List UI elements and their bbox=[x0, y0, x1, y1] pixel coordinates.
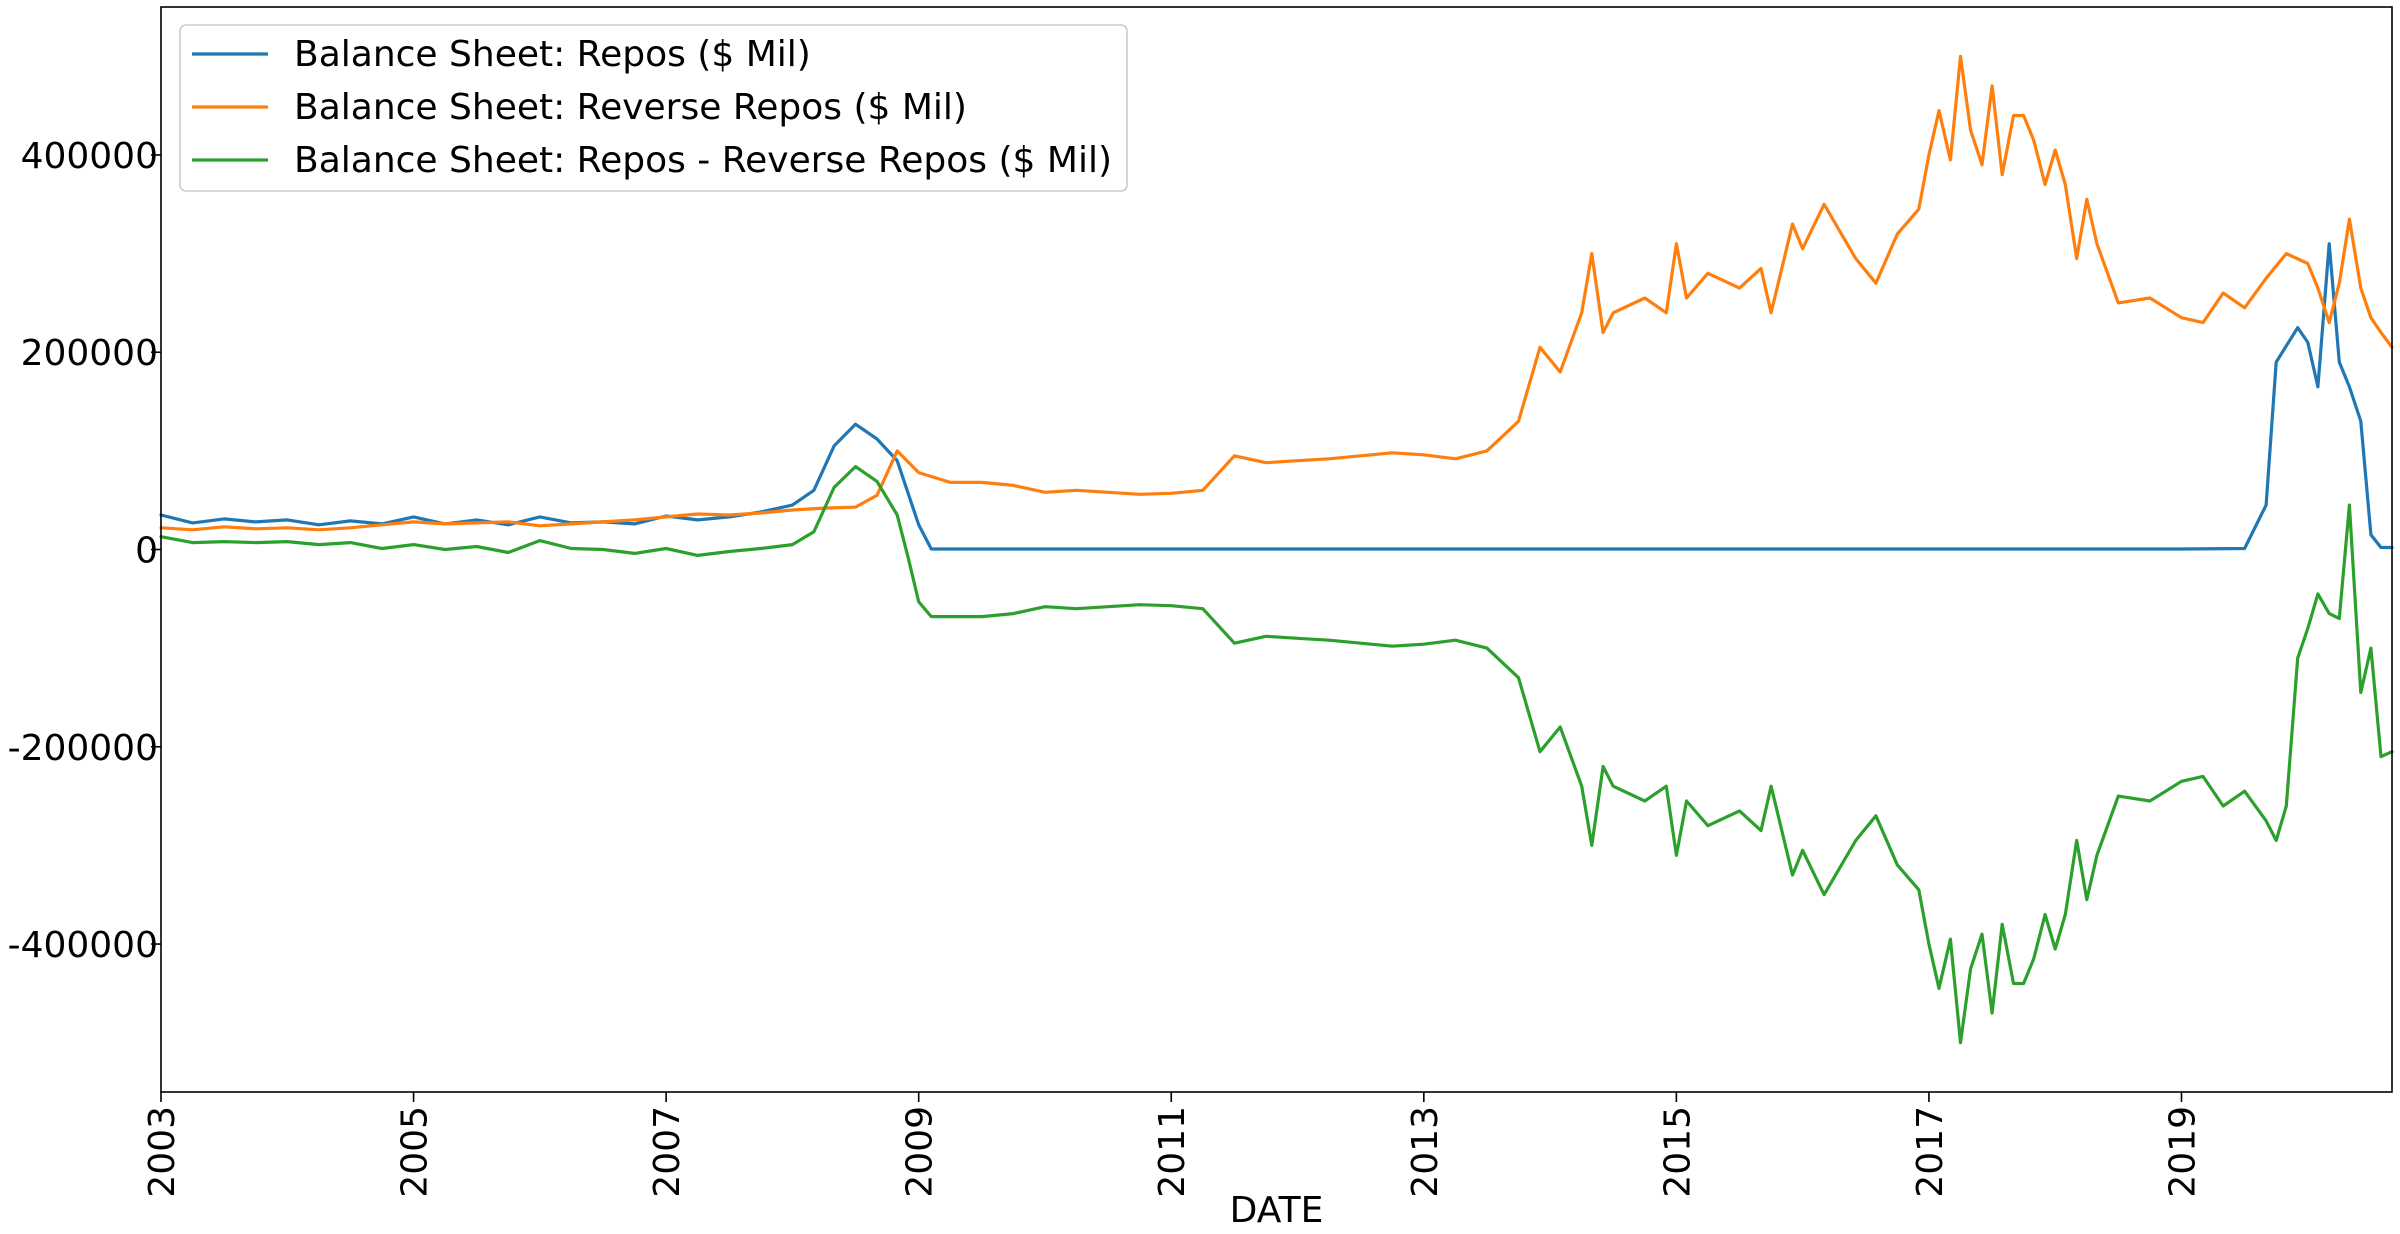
series-line-2 bbox=[159, 54, 2394, 532]
y-tick-label: 0 bbox=[135, 531, 158, 572]
x-axis-title: DATE bbox=[1230, 1190, 1324, 1231]
x-tick-label: 2003 bbox=[142, 1106, 183, 1198]
y-tick-label: -200000 bbox=[8, 728, 158, 769]
series-line-3 bbox=[159, 465, 2394, 1045]
plot-area bbox=[159, 54, 2394, 1045]
y-tick-label: 200000 bbox=[21, 333, 158, 374]
x-tick-label: 2007 bbox=[647, 1106, 688, 1198]
legend-label: Balance Sheet: Repos ($ Mil) bbox=[294, 34, 811, 75]
x-tick-label: 2013 bbox=[1405, 1106, 1446, 1198]
x-axis: 2003 2005 2007 2009 2011 2013 2015 2017 2019 bbox=[142, 1092, 2203, 1198]
legend: Balance Sheet: Repos ($ Mil) Balance Shee… bbox=[179, 24, 1128, 192]
x-tick-label: 2009 bbox=[900, 1106, 941, 1198]
x-tick-label: 2015 bbox=[1657, 1106, 1698, 1198]
y-tick-label: -400000 bbox=[8, 925, 158, 966]
x-tick-label: 2005 bbox=[395, 1106, 436, 1198]
legend-box bbox=[179, 24, 1128, 192]
legend-label: Balance Sheet: Repos - Reverse Repos ($ … bbox=[294, 140, 1112, 181]
legend-label: Balance Sheet: Reverse Repos ($ Mil) bbox=[294, 87, 967, 128]
y-tick-label: 400000 bbox=[21, 136, 158, 177]
x-tick-label: 2011 bbox=[1152, 1106, 1193, 1198]
x-tick-label: 2019 bbox=[2162, 1106, 2203, 1198]
x-tick-label: 2017 bbox=[1910, 1106, 1951, 1198]
y-axis: 400000 200000 0 -200000 -400000 bbox=[8, 136, 161, 966]
series-line-1 bbox=[159, 242, 2394, 551]
